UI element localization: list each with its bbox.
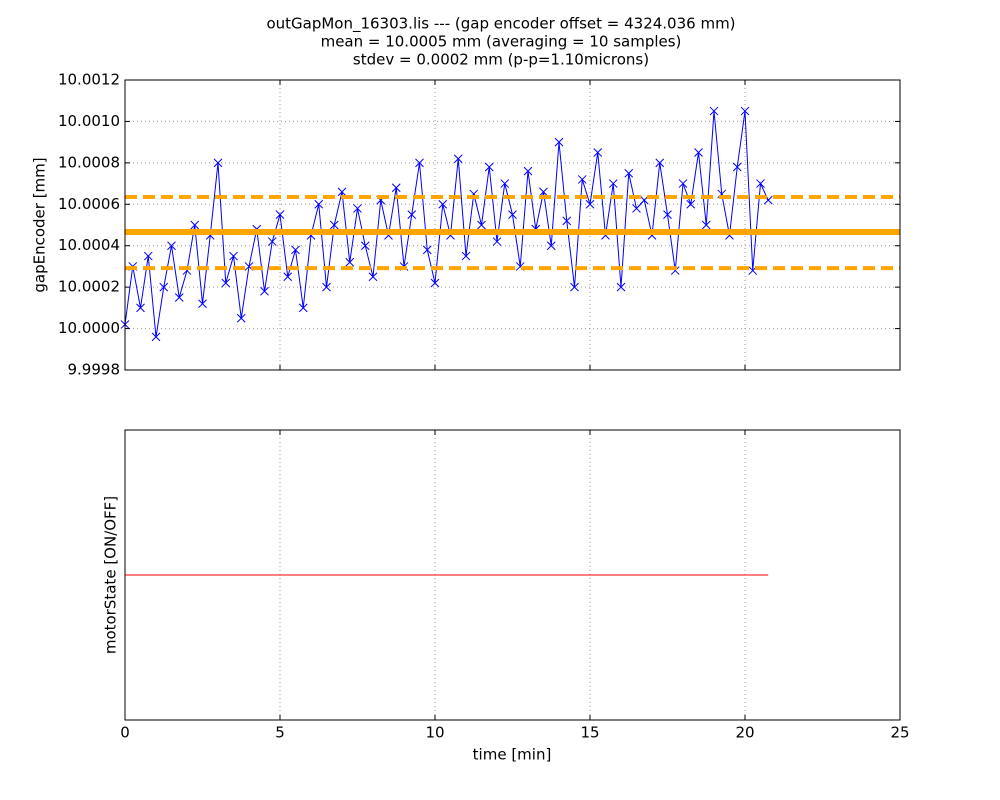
data-marker <box>709 106 719 116</box>
y-axis-label: motorState [ON/OFF] <box>102 496 120 654</box>
data-marker <box>701 220 711 230</box>
x-tick-label: 0 <box>120 724 130 742</box>
data-marker <box>585 199 595 209</box>
data-marker <box>732 162 742 172</box>
data-marker <box>453 154 463 164</box>
data-marker <box>461 251 471 261</box>
data-marker <box>500 179 510 188</box>
axes-frame <box>124 79 901 371</box>
data-marker <box>283 272 293 282</box>
data-marker <box>655 158 665 168</box>
title-line: mean = 10.0005 mm (averaging = 10 sample… <box>321 33 682 51</box>
data-marker <box>190 220 200 230</box>
data-marker <box>260 286 269 296</box>
title-line: outGapMon_16303.lis --- (gap encoder off… <box>266 15 735 34</box>
data-marker <box>484 162 494 172</box>
data-marker <box>438 199 448 209</box>
y-tick-label: 10.0008 <box>58 153 120 171</box>
data-marker <box>577 175 587 184</box>
data-marker <box>616 282 626 292</box>
y-tick-label: 10.0012 <box>58 71 120 89</box>
data-marker <box>213 158 223 168</box>
data-marker <box>508 210 517 219</box>
data-marker <box>198 299 207 309</box>
data-marker <box>562 216 572 226</box>
x-tick-label: 5 <box>275 724 285 742</box>
data-marker <box>539 187 548 197</box>
data-marker <box>174 293 184 302</box>
axes-frame <box>124 429 901 721</box>
data-marker <box>221 278 231 288</box>
data-marker <box>291 245 300 255</box>
data-marker <box>632 204 641 213</box>
data-marker <box>523 166 533 176</box>
data-marker <box>275 210 285 219</box>
y-tick-label: 10.0004 <box>58 236 120 254</box>
data-marker <box>570 282 579 292</box>
data-marker <box>353 204 362 213</box>
data-marker <box>415 158 424 168</box>
data-marker <box>546 241 556 251</box>
data-marker <box>267 237 277 246</box>
y-axis-label: gapEncoder [mm] <box>31 157 49 292</box>
data-marker <box>663 210 672 219</box>
data-marker <box>322 282 331 292</box>
x-axis-label: time [min] <box>473 746 552 764</box>
data-marker <box>298 303 308 313</box>
data-marker <box>678 179 688 188</box>
data-marker <box>167 241 176 251</box>
title-line: stdev = 0.0002 mm (p-p=1.10microns) <box>353 51 649 69</box>
x-tick-label: 10 <box>425 724 444 742</box>
x-tick-label: 15 <box>580 724 599 742</box>
data-marker <box>368 272 378 282</box>
data-marker <box>314 199 324 209</box>
data-marker <box>686 199 696 209</box>
data-marker <box>554 137 564 147</box>
data-marker <box>151 332 161 342</box>
data-marker <box>407 210 417 219</box>
data-line <box>124 111 769 337</box>
y-tick-label: 10.0002 <box>58 278 120 296</box>
data-marker <box>159 282 169 292</box>
y-tick-label: 10.0006 <box>58 195 120 213</box>
x-tick-label: 25 <box>890 724 909 742</box>
data-marker <box>391 183 401 193</box>
data-marker <box>492 237 502 246</box>
data-marker <box>430 278 440 288</box>
y-tick-label: 10.0000 <box>58 319 120 337</box>
data-marker <box>337 187 347 197</box>
data-marker <box>143 251 153 261</box>
data-marker <box>422 245 432 255</box>
data-marker <box>136 303 145 313</box>
y-tick-label: 9.9998 <box>68 361 121 379</box>
data-marker <box>639 195 649 205</box>
data-marker <box>624 168 634 178</box>
data-marker <box>477 220 486 230</box>
y-tick-label: 10.0010 <box>58 112 120 130</box>
data-marker <box>229 251 238 261</box>
data-marker <box>345 257 355 267</box>
data-marker <box>329 220 339 230</box>
data-marker <box>608 179 618 188</box>
data-marker <box>756 179 765 188</box>
x-tick-label: 20 <box>735 724 754 742</box>
data-marker <box>740 106 750 116</box>
data-marker <box>694 148 703 157</box>
data-marker <box>593 148 603 157</box>
data-marker <box>236 313 246 323</box>
data-marker <box>360 241 370 251</box>
